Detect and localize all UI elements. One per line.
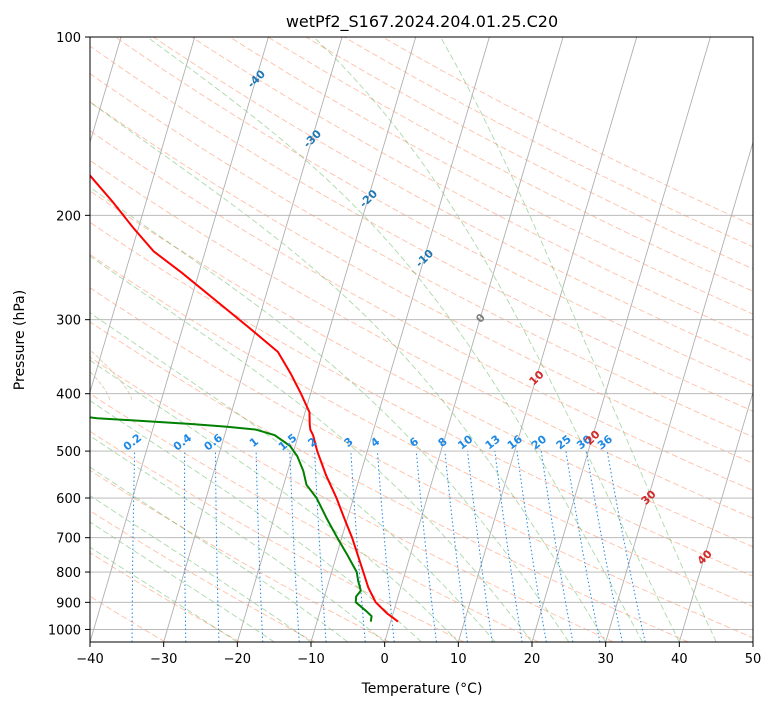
- x-tick-label: −40: [76, 652, 103, 667]
- moist-adiabat-line: [313, 37, 680, 642]
- dry-adiabat-line: [90, 430, 465, 642]
- y-tick-label: 300: [56, 314, 81, 329]
- mixing-ratio-line: [376, 451, 395, 642]
- dry-adiabat-line: [90, 321, 689, 642]
- dry-adiabat-line: [90, 73, 753, 438]
- x-tick-label: 10: [450, 652, 467, 667]
- moist-adiabat-line: [90, 186, 570, 642]
- moist-adiabat-line: [440, 37, 717, 642]
- x-axis: −40 −30 −20 −10 0 10 20 30 40 50: [76, 642, 761, 667]
- dry-adiabat-line: [267, 37, 753, 292]
- dry-adiabat-line: [90, 552, 241, 642]
- y-tick-label: 500: [56, 445, 81, 460]
- mixing-ratio-lines: [131, 451, 646, 642]
- y-tick-label: 800: [56, 566, 81, 581]
- moist-adiabat-line: [147, 37, 643, 642]
- plot-frame: [89, 36, 754, 643]
- dry-adiabat-line: [90, 254, 753, 608]
- moist-adiabat-line: [90, 312, 496, 642]
- isotherm-line: [310, 37, 490, 642]
- moist-adiabat-line: [90, 466, 349, 642]
- isotherm-line: [236, 37, 417, 642]
- mixing-ratio-line: [565, 451, 601, 642]
- isotherm-line: [605, 140, 753, 642]
- isotherm-line: [531, 37, 711, 642]
- moist-adiabat-line: [90, 521, 275, 642]
- mixing-ratio-line: [350, 451, 366, 642]
- adiabat-lines: [90, 37, 753, 642]
- x-tick-label: 40: [671, 652, 688, 667]
- y-axis-title: Pressure (hPa): [12, 290, 28, 390]
- dry-adiabat-line: [90, 469, 390, 642]
- x-tick-label: −20: [224, 652, 251, 667]
- moist-adiabat-line: [90, 400, 422, 642]
- dry-adiabat-line: [90, 595, 166, 642]
- grid-lines: [90, 37, 753, 642]
- x-tick-label: 50: [745, 652, 762, 667]
- isotherm-line: [457, 37, 638, 642]
- y-tick-label: 200: [56, 209, 81, 224]
- dry-adiabat-line: [90, 393, 539, 642]
- x-tick-label: 0: [381, 652, 389, 667]
- chart-title: wetPf2_S167.2024.204.01.25.C20: [286, 12, 558, 32]
- mixing-ratio-line: [494, 451, 523, 642]
- profile-lines: [90, 174, 399, 623]
- y-axis: 100 200 300 400 500 600 700 800 900 1000: [48, 31, 90, 638]
- y-tick-label: 100: [56, 31, 81, 46]
- dry-adiabat-line: [90, 190, 753, 548]
- isotherm-line: [90, 37, 196, 394]
- mixing-ratio-line: [415, 451, 437, 642]
- mixing-ratio-line: [585, 451, 623, 642]
- moist-adiabat-line: [90, 101, 607, 642]
- x-tick-label: 20: [524, 652, 541, 667]
- isotherm-line: [90, 37, 269, 642]
- dry-adiabat-line: [191, 37, 753, 339]
- y-tick-label: 700: [56, 532, 81, 547]
- mixing-ratio-line: [444, 451, 468, 642]
- isotherm-line: [90, 37, 122, 144]
- y-tick-label: 900: [56, 596, 81, 611]
- temperature-profile-line: [90, 174, 399, 623]
- y-tick-label: 1000: [48, 623, 81, 638]
- dry-adiabat-line: [90, 221, 753, 577]
- plot-area: 0.2 0.4 0.6 1 1.5 2 3 4 6 8 10 13 16 20 25 30 36-40-30-2…: [90, 37, 753, 642]
- dry-adiabat-line: [90, 130, 753, 491]
- moist-adiabat-line: [90, 359, 459, 642]
- x-tick-label: −30: [150, 652, 177, 667]
- moist-adiabat-line: [90, 435, 385, 642]
- moist-adiabat-line: [90, 546, 238, 642]
- mixing-ratio-line: [467, 451, 493, 642]
- x-axis-title: Temperature (°C): [361, 681, 483, 697]
- mixing-ratio-line: [516, 451, 547, 642]
- y-tick-label: 400: [56, 388, 81, 403]
- mixing-ratio-line: [606, 451, 646, 642]
- dry-adiabat-line: [90, 356, 614, 642]
- x-tick-label: 30: [597, 652, 614, 667]
- dry-adiabat-line: [90, 159, 753, 519]
- dry-adiabat-line: [115, 37, 753, 387]
- isotherm-line: [163, 37, 343, 642]
- reference-curve: [90, 349, 133, 401]
- dewpoint-profile-line: [90, 416, 373, 622]
- isotherm-line: [678, 390, 753, 642]
- x-tick-label: −10: [297, 652, 324, 667]
- y-tick-label: 600: [56, 492, 81, 507]
- isotherm-line: [384, 37, 564, 642]
